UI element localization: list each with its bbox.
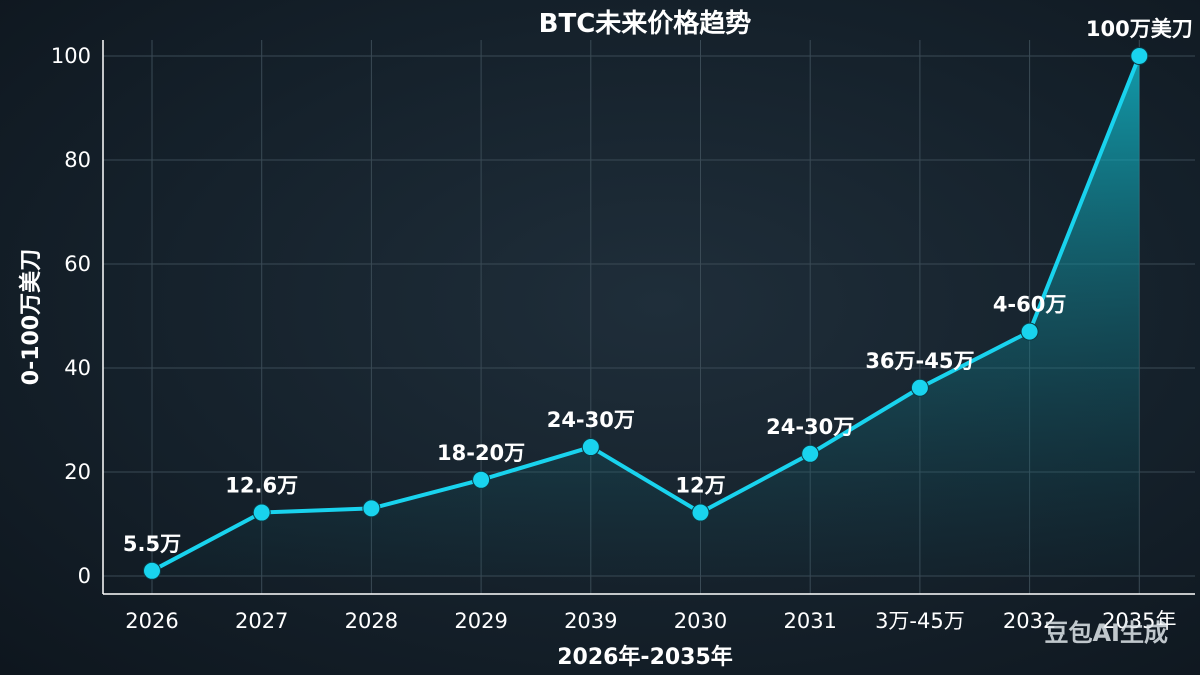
x-tick-label: 2026 (125, 609, 178, 633)
data-point (910, 378, 929, 397)
data-labels: 5.5万 12.6万 18-20万 24-30万 12万 24-30万 36万-45万 4-6… (123, 17, 1193, 556)
data-point (691, 503, 710, 522)
x-tick-label: 2030 (674, 609, 727, 633)
data-label: 24-30万 (547, 408, 635, 432)
y-axis-label: 0-100万美刀 (18, 249, 44, 385)
y-tick-label: 100 (51, 44, 91, 68)
data-points (143, 47, 1149, 580)
data-point (362, 499, 381, 518)
data-label: 100万美刀 (1086, 17, 1193, 41)
data-label: 24-30万 (766, 415, 854, 439)
x-axis-label: 2026年-2035年 (557, 644, 733, 670)
x-tick-label: 2032 (1003, 609, 1056, 633)
x-tick-label: 2027 (235, 609, 288, 633)
series-line (151, 55, 1142, 573)
data-point (252, 503, 271, 522)
x-tick-label: 2035年 (1102, 609, 1176, 633)
x-tick-label: 2039 (564, 609, 617, 633)
data-point (1130, 47, 1149, 65)
chart-title: BTC未来价格趋势 (539, 8, 752, 39)
area-fill (152, 56, 1140, 576)
data-label: 4-60万 (993, 293, 1067, 317)
data-point (472, 470, 491, 489)
y-tick-label: 40 (64, 356, 91, 380)
y-tick-labels: 0 20 40 60 80 100 (51, 44, 91, 588)
data-point (1020, 322, 1039, 341)
x-tick-label: 2029 (454, 609, 507, 633)
y-tick-label: 0 (78, 564, 91, 588)
data-label: 12.6万 (225, 474, 298, 498)
data-point (143, 561, 161, 580)
data-point (801, 444, 820, 463)
y-tick-label: 80 (64, 148, 91, 172)
data-point (581, 438, 600, 457)
axes (102, 40, 1195, 595)
watermark: 豆包AI生成 (1044, 619, 1168, 647)
data-label: 5.5万 (123, 532, 181, 556)
y-tick-label: 20 (64, 460, 91, 484)
data-label: 18-20万 (437, 441, 525, 465)
x-tick-label: 2031 (783, 609, 836, 633)
x-tick-label: 3万-45万 (875, 609, 965, 633)
x-tick-labels: 2026 2027 2028 2029 2039 2030 2031 3万-45万 2032 20… (125, 609, 1176, 633)
data-label: 12万 (675, 474, 725, 498)
y-tick-label: 60 (64, 252, 91, 276)
x-tick-label: 2028 (345, 609, 398, 633)
data-label: 36万-45万 (865, 349, 974, 373)
